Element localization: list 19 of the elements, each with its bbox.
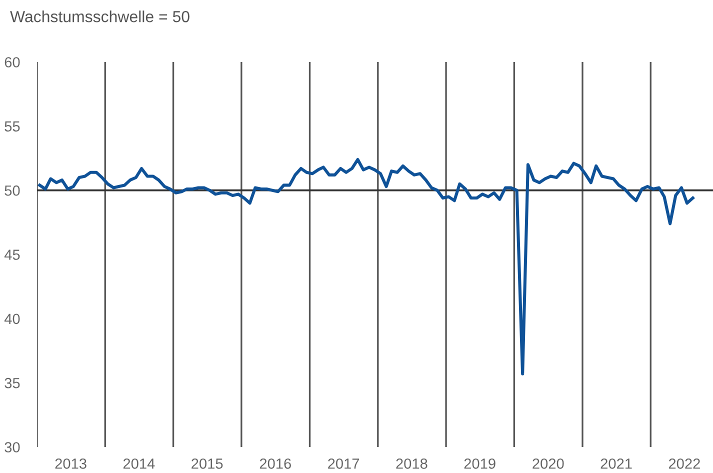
x-tick-label: 2015	[192, 458, 223, 469]
x-tick-label: 2016	[260, 458, 291, 469]
x-tick-label: 2019	[464, 458, 496, 469]
x-tick-label: 2022	[668, 458, 700, 469]
y-tick-label: 60	[4, 57, 20, 68]
x-tick-label: 2013	[55, 458, 86, 469]
x-tick-label: 2018	[396, 458, 428, 469]
x-tick-label: 2021	[600, 458, 632, 469]
y-tick-label: 40	[4, 314, 20, 324]
x-tick-label: 2017	[328, 458, 360, 469]
line-series	[38, 158, 694, 376]
x-tick-label: 2014	[123, 458, 155, 469]
y-tick-label: 30	[4, 442, 20, 452]
y-tick-label: 45	[4, 250, 20, 260]
chart-title: Wachstumsschwelle = 50	[10, 10, 190, 22]
x-tick-label: 2020	[532, 458, 564, 469]
y-tick-label: 55	[4, 121, 20, 132]
y-tick-label: 35	[4, 378, 20, 388]
y-tick-label: 50	[4, 185, 20, 196]
